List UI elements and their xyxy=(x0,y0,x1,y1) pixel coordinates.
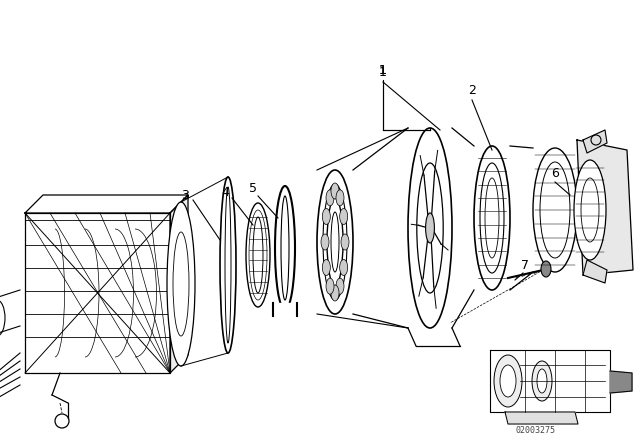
Ellipse shape xyxy=(336,190,344,206)
Text: 5: 5 xyxy=(249,181,257,194)
Text: 3: 3 xyxy=(181,189,189,202)
Polygon shape xyxy=(583,130,607,153)
Text: 6: 6 xyxy=(551,167,559,180)
Polygon shape xyxy=(490,350,610,412)
Polygon shape xyxy=(25,213,170,373)
Polygon shape xyxy=(583,260,607,283)
Text: 1: 1 xyxy=(379,64,387,77)
Ellipse shape xyxy=(537,369,547,393)
Ellipse shape xyxy=(323,208,330,224)
Ellipse shape xyxy=(340,208,348,224)
Text: 7: 7 xyxy=(521,258,529,271)
Ellipse shape xyxy=(326,278,334,294)
Polygon shape xyxy=(577,140,633,275)
Ellipse shape xyxy=(331,183,339,199)
Ellipse shape xyxy=(408,128,452,328)
Ellipse shape xyxy=(246,203,270,307)
Ellipse shape xyxy=(326,190,334,206)
Ellipse shape xyxy=(532,361,552,401)
Text: 4: 4 xyxy=(221,185,229,198)
Text: 2: 2 xyxy=(468,83,476,96)
Ellipse shape xyxy=(317,170,353,314)
Ellipse shape xyxy=(275,186,295,310)
Text: 02003275: 02003275 xyxy=(515,426,555,435)
Ellipse shape xyxy=(323,259,330,276)
Ellipse shape xyxy=(0,300,5,336)
Ellipse shape xyxy=(340,259,348,276)
Ellipse shape xyxy=(494,355,522,407)
Ellipse shape xyxy=(220,177,236,353)
Ellipse shape xyxy=(327,198,343,286)
Ellipse shape xyxy=(541,261,551,277)
Ellipse shape xyxy=(331,285,339,301)
Ellipse shape xyxy=(574,160,606,260)
Ellipse shape xyxy=(426,213,435,243)
Polygon shape xyxy=(610,371,632,393)
Ellipse shape xyxy=(533,148,577,272)
Ellipse shape xyxy=(474,146,510,290)
Ellipse shape xyxy=(321,234,329,250)
Ellipse shape xyxy=(341,234,349,250)
Ellipse shape xyxy=(480,163,504,273)
Polygon shape xyxy=(170,195,188,373)
Polygon shape xyxy=(505,412,578,424)
Polygon shape xyxy=(25,195,188,213)
Ellipse shape xyxy=(167,202,195,366)
Text: 1: 1 xyxy=(379,64,387,77)
Ellipse shape xyxy=(336,278,344,294)
Polygon shape xyxy=(273,303,297,320)
Ellipse shape xyxy=(500,365,516,397)
Text: 1: 1 xyxy=(379,65,387,78)
